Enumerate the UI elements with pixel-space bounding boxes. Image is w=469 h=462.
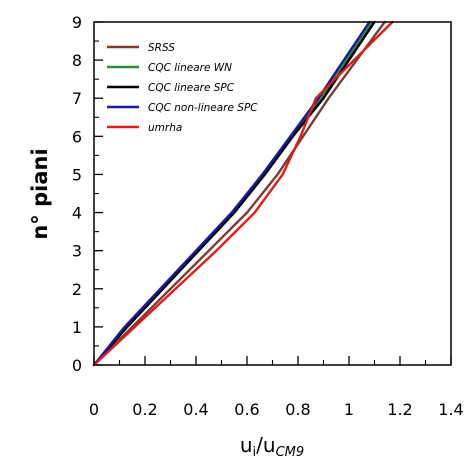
x-axis-title-sub-i: i (253, 445, 257, 460)
y-tick-label: 2 (72, 280, 82, 299)
plot-lines (92, 20, 394, 367)
x-axis-title-sub-cm9: CM9 (276, 445, 305, 460)
y-tick-label: 3 (72, 242, 82, 261)
series-line-srss (92, 20, 386, 367)
y-tick-label: 7 (72, 89, 82, 108)
x-axis-title-main: u (240, 433, 253, 457)
x-tick-label: 1.4 (438, 400, 463, 419)
axis-ticks (93, 21, 452, 366)
legend-label-cqc-non-lineare-spc: CQC non-lineare SPC (148, 102, 258, 114)
legend-label-cqc-lineare-wn: CQC lineare WN (148, 62, 232, 74)
y-axis-title: n° piani (28, 148, 52, 239)
y-tick-label: 0 (72, 356, 82, 375)
y-tick-label: 8 (72, 51, 82, 70)
x-tick-label: 0.4 (183, 400, 208, 419)
y-tick-label: 1 (72, 318, 82, 337)
y-tick-label: 6 (72, 127, 82, 146)
legend: SRSS CQC lineare WN CQC lineare SPC CQC non… (107, 42, 258, 134)
x-axis-title-mid: /u (256, 433, 275, 457)
y-tick-label: 4 (72, 204, 82, 223)
series-line-cqc-non-lineare-spc (92, 20, 371, 367)
legend-label-umrha: umrha (148, 122, 182, 134)
y-tick-label: 5 (72, 165, 82, 184)
x-tick-label: 1.2 (387, 400, 412, 419)
x-tick-label: 1 (344, 400, 354, 419)
x-axis-title: ui/uCM9 (240, 433, 304, 460)
legend-label-cqc-lineare-spc: CQC lineare SPC (148, 82, 235, 94)
x-tick-label: 0.8 (285, 400, 310, 419)
y-tick-label: 9 (72, 13, 82, 32)
series-line-umrha (92, 20, 394, 367)
legend-label-srss: SRSS (148, 42, 175, 54)
tick-labels: 0 0.2 0.4 0.6 0.8 1 1.2 1.4 0 1 2 3 4 5 6 7 8 9 (72, 13, 464, 419)
x-tick-label: 0.6 (234, 400, 259, 419)
x-tick-label: 0 (89, 400, 99, 419)
x-tick-label: 0.2 (132, 400, 157, 419)
